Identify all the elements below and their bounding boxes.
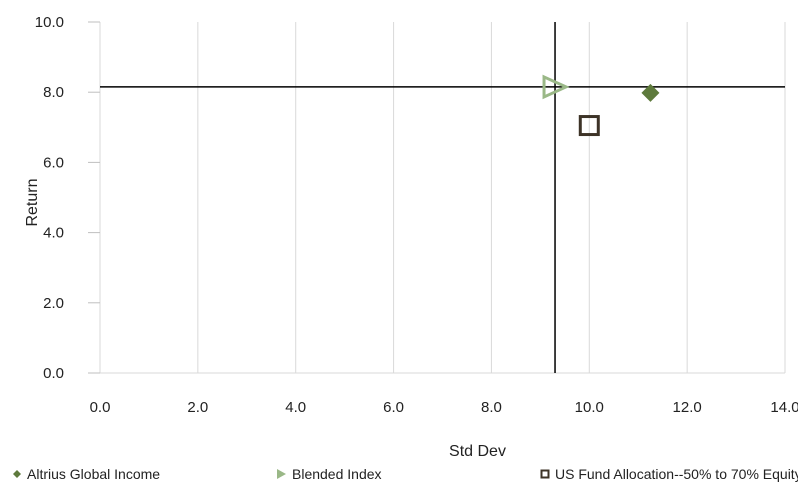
y-axis-label: Return	[24, 178, 41, 226]
legend-item-us-fund: US Fund Allocation--50% to 70% Equity	[540, 466, 798, 482]
x-tick-label: 6.0	[383, 399, 404, 416]
legend-item-altrius: Altrius Global Income	[12, 466, 160, 482]
x-tick-label: 8.0	[481, 399, 502, 416]
data-points	[542, 74, 660, 137]
legend: Altrius Global Income Blended Index US F…	[0, 466, 798, 484]
legend-label: Blended Index	[292, 466, 382, 482]
grid-lines	[88, 21, 786, 374]
y-tick-label: 4.0	[43, 225, 64, 242]
legend-label: US Fund Allocation--50% to 70% Equity	[555, 466, 798, 482]
x-axis-label: Std Dev	[449, 443, 506, 460]
diamond-icon	[13, 470, 21, 478]
y-tick-label: 10.0	[35, 14, 64, 31]
point-altrius-global-income	[641, 83, 660, 102]
triangle-right-icon	[277, 469, 286, 479]
y-tick-label: 0.0	[43, 365, 64, 382]
y-tick-label: 6.0	[43, 154, 64, 171]
x-tick-label: 10.0	[575, 399, 604, 416]
x-tick-label: 2.0	[187, 399, 208, 416]
point-us-fund-allocation	[578, 115, 600, 137]
y-tick-label: 8.0	[43, 84, 64, 101]
x-tick-label: 14.0	[770, 399, 798, 416]
point-blended-index	[542, 74, 570, 100]
x-tick-label: 4.0	[285, 399, 306, 416]
x-tick-label: 12.0	[673, 399, 702, 416]
scatter-chart: 0.0 2.0 4.0 6.0 8.0 10.0 12.0 14.0 0.0 2.0 4.0 6.0 8…	[24, 14, 798, 460]
legend-label: Altrius Global Income	[27, 466, 161, 482]
tick-labels: 0.0 2.0 4.0 6.0 8.0 10.0 12.0 14.0 0.0 2.0 4.0 6.0 8…	[35, 14, 798, 416]
reference-lines	[100, 22, 785, 373]
y-tick-label: 2.0	[43, 295, 64, 312]
x-tick-label: 0.0	[90, 399, 111, 416]
legend-item-blended-index: Blended Index	[275, 466, 382, 482]
square-icon	[540, 469, 550, 479]
